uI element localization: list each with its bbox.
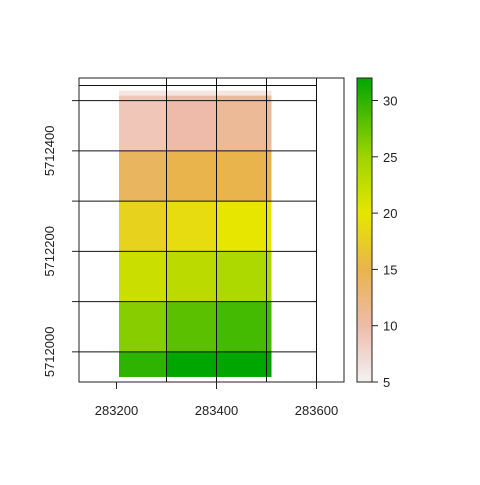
raster-cell [119,251,167,302]
raster-cell [216,150,272,202]
colorbar-tick-label: 5 [383,375,390,390]
raster-cell [166,251,217,302]
x-tick-label: 283400 [195,403,238,418]
x-tick-label: 283200 [95,403,138,418]
raster-cell [119,95,167,151]
raster-cell [216,201,272,252]
raster-cell [166,301,217,352]
x-axis: 283200 283400 283600 [95,382,338,418]
raster-cell [216,95,272,151]
y-tick-label: 5712400 [42,126,57,177]
y-axis: 5712000 5712200 5712400 [42,100,79,378]
raster-cell [166,150,217,202]
y-tick-label: 5712000 [42,327,57,378]
colorbar-tick-label: 10 [383,319,397,334]
raster-cell [119,301,167,352]
colorbar-tick-label: 30 [383,94,397,109]
raster-cells [119,90,272,377]
raster-cell [166,351,217,377]
y-tick-label: 5712200 [42,226,57,277]
plot-frame [78,77,345,383]
raster-cell [216,251,272,302]
raster-cell [216,351,272,377]
colorbar-tick-label: 20 [383,206,397,221]
raster-cell [166,95,217,151]
raster-cell [119,201,167,252]
x-tick-label: 283600 [295,403,338,418]
raster-cell [166,201,217,252]
raster-cell [216,301,272,352]
colorbar-tick-label: 25 [383,150,397,165]
colorbar-tick-label: 15 [383,262,397,277]
raster-cell [119,150,167,202]
raster-cell [119,351,167,377]
colorbar-gradient [356,77,373,383]
colorbar: 5 10 15 20 25 30 [356,77,397,390]
raster-top-strip [119,90,272,96]
